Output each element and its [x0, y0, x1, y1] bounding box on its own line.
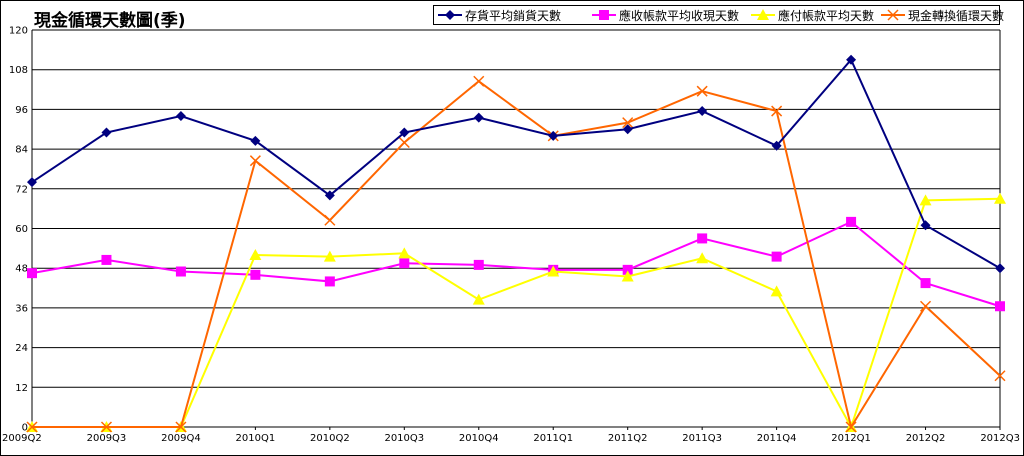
series-1-point	[697, 106, 708, 117]
series-line-4	[32, 80, 1001, 430]
series-3-point	[472, 293, 485, 305]
series-4-point	[696, 85, 708, 97]
x-tick-label: 2009Q3	[87, 433, 127, 444]
y-tick-label: 108	[9, 65, 28, 76]
series-1-point	[622, 124, 633, 135]
series-1-point	[920, 220, 931, 231]
x-tick-label: 2011Q2	[608, 433, 648, 444]
series-2-point	[27, 268, 37, 279]
series-4-point	[26, 421, 38, 433]
series-1-point	[27, 177, 37, 188]
series-1-point	[473, 112, 484, 123]
series-3-point	[547, 265, 560, 277]
series-3-point	[323, 250, 336, 262]
series-2-point	[920, 278, 931, 289]
series-2-point	[250, 269, 261, 280]
series-3-point	[770, 285, 783, 297]
x-tick-label: 2012Q3	[980, 433, 1020, 444]
legend-marker	[887, 9, 899, 21]
x-tick-label: 2011Q1	[533, 433, 573, 444]
series-2-point	[995, 301, 1005, 312]
y-tick-label: 36	[15, 303, 28, 314]
series-1-point	[995, 263, 1005, 274]
series-4-point	[920, 300, 932, 312]
series-1-point	[101, 127, 112, 138]
series-2-point	[175, 266, 186, 277]
y-tick-label: 84	[15, 145, 28, 156]
series-3-point	[398, 247, 411, 259]
y-tick-label: 0	[22, 423, 28, 434]
series-3-point	[696, 252, 709, 264]
x-tick-label: 2011Q3	[682, 433, 722, 444]
series-3-point	[994, 192, 1006, 204]
legend-item-2: 應收帳款平均收現天數	[592, 6, 739, 24]
series-4-point	[771, 105, 783, 117]
x-tick-label: 2010Q3	[384, 433, 424, 444]
series-2-point	[473, 259, 484, 270]
legend-marker-icon	[592, 10, 616, 20]
x-tick-label: 2012Q2	[906, 433, 946, 444]
legend-item-1: 存貨平均銷貨天數	[438, 6, 561, 24]
x-tick-label: 2009Q4	[161, 433, 201, 444]
legend-item-3: 應付帳款平均天數	[751, 6, 874, 24]
series-2-point	[697, 233, 708, 244]
series-4-point	[249, 155, 261, 167]
series-3-point	[621, 270, 634, 282]
legend-marker	[757, 9, 769, 20]
chart-title: 現金循環天數圖(季)	[34, 11, 186, 31]
x-tick-label: 2012Q1	[831, 433, 871, 444]
series-line-3	[32, 197, 1001, 430]
legend-marker	[445, 10, 455, 20]
series-1-point	[324, 190, 335, 201]
series-2-point	[101, 254, 112, 265]
series-1-point	[175, 111, 186, 122]
series-3-point	[249, 248, 262, 260]
legend-label: 存貨平均銷貨天數	[465, 8, 562, 23]
series-line-2	[31, 220, 1001, 308]
legend-label: 應付帳款平均天數	[778, 8, 875, 23]
x-tick-label: 2010Q1	[236, 433, 276, 444]
series-1-point	[399, 127, 410, 138]
legend-marker-icon	[438, 10, 462, 20]
series-2-point	[324, 276, 335, 287]
series-1-point	[846, 54, 857, 65]
legend-marker-icon	[881, 9, 905, 21]
series-4-point	[398, 136, 410, 149]
series-3-point	[919, 194, 932, 206]
y-tick-label: 72	[15, 184, 28, 195]
legend-marker	[599, 10, 609, 20]
y-tick-label: 60	[15, 224, 28, 235]
series-2-point	[771, 251, 782, 262]
series-4-point	[845, 421, 857, 433]
y-tick-label: 48	[15, 264, 28, 275]
series-1-point	[250, 135, 261, 146]
y-tick-label: 24	[15, 343, 28, 354]
series-1-point	[771, 140, 782, 151]
x-tick-label: 2011Q4	[757, 433, 797, 444]
series-4-point	[622, 117, 634, 129]
y-tick-label: 120	[9, 26, 28, 37]
legend-label: 應收帳款平均收現天數	[619, 8, 740, 23]
legend-item-4: 現金轉換循環天數	[881, 6, 1004, 24]
series-1-point	[548, 130, 559, 141]
series-4-point	[175, 421, 187, 433]
y-tick-label: 96	[15, 105, 28, 116]
series-2-point	[846, 216, 857, 227]
series-2-point	[622, 264, 633, 275]
x-tick-label: 2010Q4	[459, 433, 499, 444]
series-4-point	[324, 214, 336, 226]
series-2-point	[399, 258, 410, 269]
series-4-point	[100, 421, 112, 433]
legend-label: 現金轉換循環天數	[908, 8, 1005, 23]
x-tick-label: 2010Q2	[310, 433, 350, 444]
series-4-point	[994, 370, 1006, 382]
y-tick-label: 12	[15, 383, 28, 394]
legend-marker-icon	[751, 9, 775, 20]
x-tick-label: 2009Q2	[2, 433, 42, 444]
series-4-point	[473, 75, 485, 87]
series-line-1	[31, 57, 1001, 270]
legend: 存貨平均銷貨天數 應收帳款平均收現天數 應付帳款平均天數 現金轉換循環天數	[433, 5, 1004, 25]
